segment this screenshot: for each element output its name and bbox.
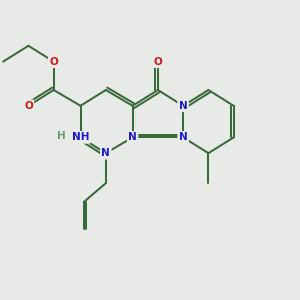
Text: O: O — [49, 57, 58, 67]
Text: N: N — [101, 148, 110, 158]
Text: O: O — [154, 57, 162, 67]
Text: N: N — [179, 101, 188, 111]
Text: NH: NH — [72, 132, 89, 142]
Text: O: O — [24, 101, 33, 111]
Text: N: N — [128, 132, 137, 142]
Text: N: N — [179, 132, 188, 142]
Text: H: H — [57, 131, 65, 141]
